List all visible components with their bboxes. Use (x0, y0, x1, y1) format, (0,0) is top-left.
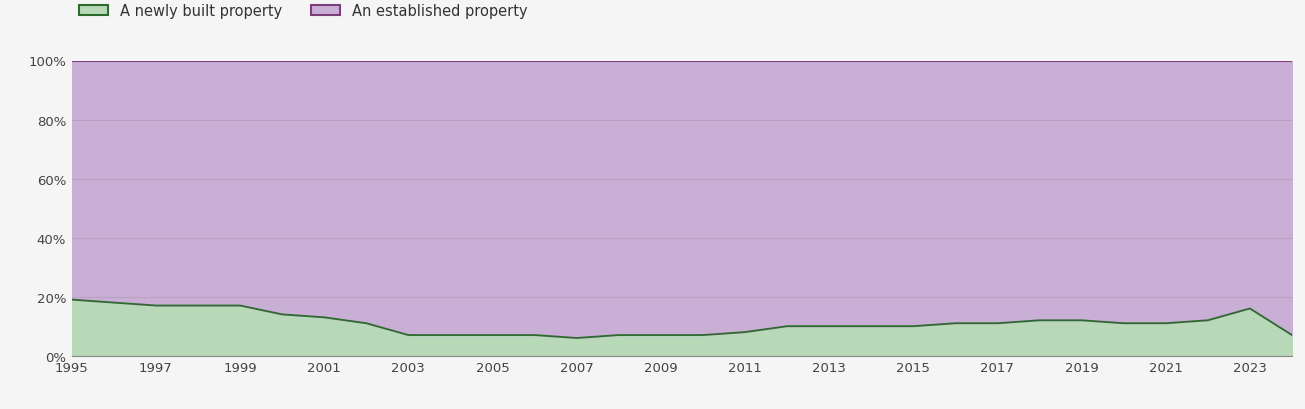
Legend: A newly built property, An established property: A newly built property, An established p… (80, 4, 527, 19)
